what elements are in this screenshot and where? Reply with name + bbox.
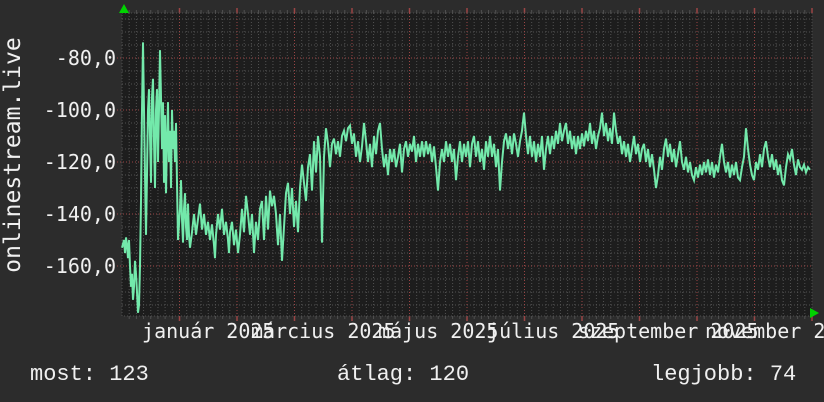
x-axis-label: január 2025 [142, 319, 275, 343]
y-axis-label: -100,0 [43, 98, 116, 122]
x-axis-label: július 2025 [487, 319, 620, 343]
stat-most: most: 123 [30, 362, 149, 387]
x-axis-label: március 2025 [251, 319, 396, 343]
y-axis-arrow-icon [119, 4, 129, 13]
x-axis-label: november 2025 [704, 319, 824, 343]
y-axis-label: -160,0 [43, 254, 116, 278]
stat-atlag: átlag: 120 [337, 362, 470, 387]
y-axis-label: -140,0 [43, 202, 116, 226]
y-axis-label: -120,0 [43, 150, 116, 174]
x-axis-label: szeptember 2025 [577, 319, 759, 343]
data-line [121, 42, 811, 313]
y-axis-label: -80,0 [55, 46, 116, 70]
x-axis-label: május 2025 [378, 319, 499, 343]
plot-border [121, 12, 813, 317]
stats-row: most: 123 átlag: 120 legjobb: 74 [0, 363, 824, 389]
x-axis-arrow-icon [810, 308, 819, 318]
stat-legjobb: legjobb: 74 [651, 362, 797, 387]
